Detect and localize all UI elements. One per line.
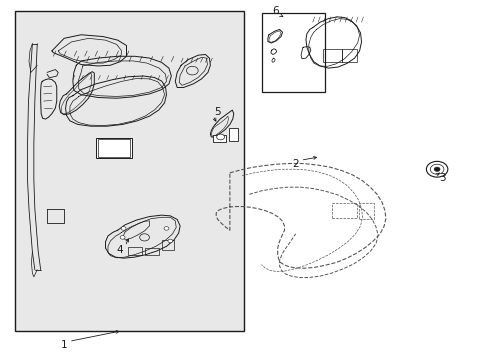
Bar bbox=[331, 203, 356, 218]
Bar bbox=[144, 248, 159, 255]
Bar bbox=[261, 13, 325, 92]
Circle shape bbox=[433, 167, 439, 171]
Circle shape bbox=[163, 226, 168, 230]
Bar bbox=[96, 138, 132, 158]
Text: 1: 1 bbox=[61, 340, 67, 350]
Bar bbox=[161, 240, 173, 250]
Circle shape bbox=[120, 235, 125, 239]
Bar bbox=[128, 247, 142, 255]
Text: 2: 2 bbox=[292, 159, 298, 169]
Text: 6: 6 bbox=[271, 6, 278, 17]
Bar bbox=[98, 139, 130, 157]
Bar bbox=[341, 49, 356, 62]
Bar bbox=[228, 128, 237, 141]
Text: 4: 4 bbox=[117, 245, 123, 255]
Circle shape bbox=[121, 226, 126, 230]
Circle shape bbox=[426, 161, 447, 177]
Circle shape bbox=[429, 164, 443, 174]
Bar bbox=[15, 12, 244, 330]
Text: 5: 5 bbox=[214, 107, 221, 117]
Circle shape bbox=[216, 134, 224, 140]
Bar bbox=[322, 49, 341, 62]
Bar bbox=[212, 135, 226, 142]
Text: 3: 3 bbox=[438, 173, 445, 183]
Bar bbox=[358, 203, 373, 220]
Circle shape bbox=[167, 239, 172, 243]
